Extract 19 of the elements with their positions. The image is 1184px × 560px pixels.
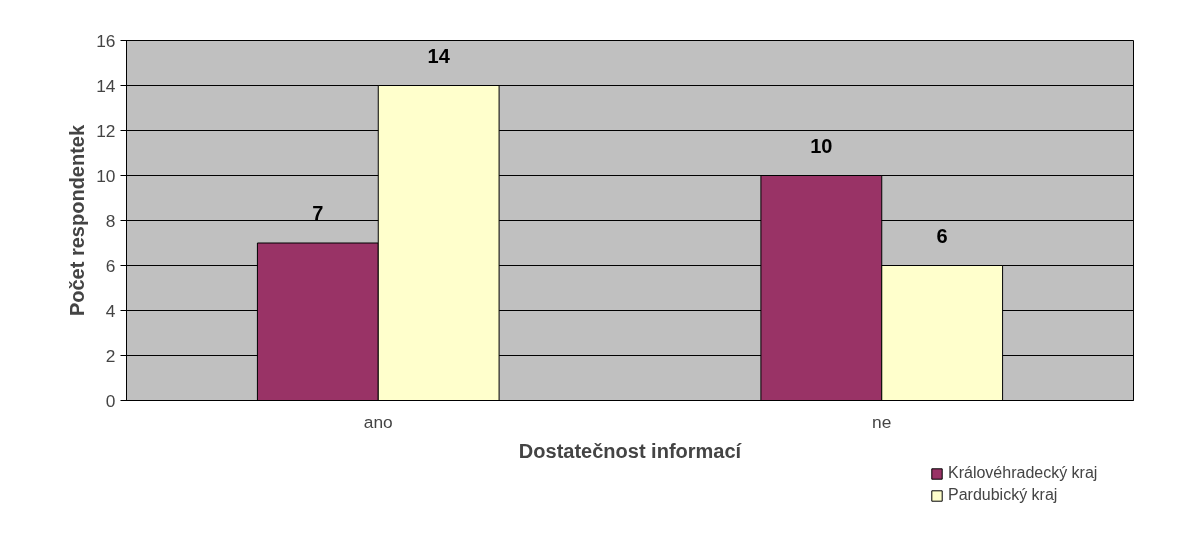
y-axis-title: Počet respondentek: [66, 124, 89, 317]
x-tick-label: ne: [872, 411, 892, 432]
data-label: 6: [936, 224, 948, 247]
y-tick-label: 4: [105, 300, 116, 321]
y-tick-label: 0: [105, 390, 116, 411]
data-label: 14: [427, 44, 451, 67]
y-tick-label: 16: [96, 30, 116, 51]
legend-label: Pardubický kraj: [948, 486, 1058, 504]
y-tick-label: 2: [105, 345, 116, 366]
x-tick-label: ano: [363, 411, 393, 432]
y-tick-label: 12: [96, 120, 116, 141]
y-tick-label: 14: [96, 75, 116, 96]
y-tick-label: 8: [105, 210, 116, 231]
legend-label: Královéhradecký kraj: [948, 464, 1098, 482]
y-tick-label: 6: [105, 255, 116, 276]
data-label: 10: [810, 134, 833, 157]
x-axis-title: Dostatečnost informací: [518, 439, 743, 462]
data-label: 7: [312, 202, 324, 224]
y-tick-label: 10: [96, 165, 116, 186]
